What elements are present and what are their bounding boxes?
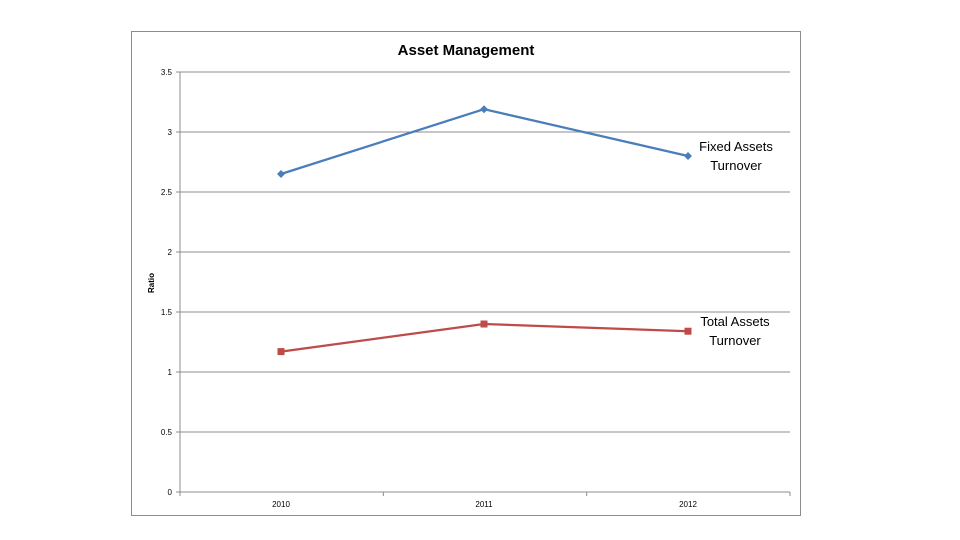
series-label-line: Turnover bbox=[709, 333, 761, 348]
series-label-line: Turnover bbox=[710, 158, 762, 173]
series-group bbox=[277, 105, 692, 356]
series-line bbox=[280, 322, 689, 353]
data-point bbox=[684, 327, 692, 335]
data-point bbox=[684, 152, 692, 160]
y-tick-label: 0 bbox=[168, 488, 173, 497]
data-point bbox=[277, 170, 285, 178]
y-tick-label: 3.5 bbox=[161, 68, 173, 77]
chart-frame bbox=[131, 31, 801, 516]
x-tick-labels: 2010 2011 2012 bbox=[272, 500, 697, 509]
chart-title: Asset Management bbox=[398, 42, 535, 59]
series-line bbox=[280, 108, 689, 176]
y-tick-labels: 0 0.5 1 1.5 2 2.5 3 3.5 bbox=[161, 68, 173, 497]
series-label: Fixed Assets Turnover bbox=[699, 139, 773, 173]
series-label: Total Assets Turnover bbox=[700, 314, 770, 348]
y-axis-label: Ratio bbox=[147, 273, 156, 293]
y-tick-label: 1.5 bbox=[161, 308, 173, 317]
x-tick-label: 2011 bbox=[475, 500, 493, 509]
x-tick-label: 2010 bbox=[272, 500, 290, 509]
y-tick-label: 2 bbox=[168, 248, 173, 257]
series-labels: Fixed Assets Turnover Total Assets Turnover bbox=[699, 139, 773, 348]
y-tick-label: 2.5 bbox=[161, 188, 173, 197]
y-tick-label: 1 bbox=[168, 368, 173, 377]
series-label-line: Total Assets bbox=[700, 314, 770, 329]
x-tick-label: 2012 bbox=[679, 500, 697, 509]
y-tick-label: 3 bbox=[168, 128, 173, 137]
y-tick-label: 0.5 bbox=[161, 428, 173, 437]
data-point bbox=[480, 320, 488, 328]
data-point bbox=[277, 348, 285, 356]
gridlines bbox=[176, 71, 791, 496]
series-label-line: Fixed Assets bbox=[699, 139, 773, 154]
data-point bbox=[480, 105, 488, 114]
